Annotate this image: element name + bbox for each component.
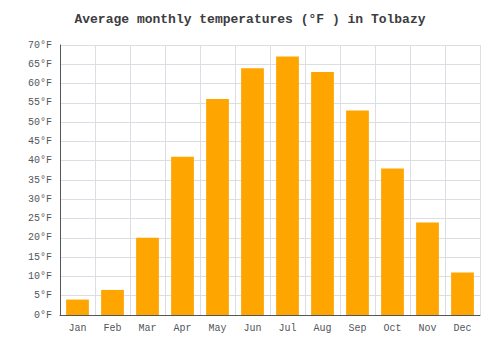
svg-text:Apr: Apr xyxy=(173,323,191,334)
svg-text:70°F: 70°F xyxy=(28,40,52,51)
svg-text:0°F: 0°F xyxy=(34,310,52,321)
svg-text:20°F: 20°F xyxy=(28,232,52,243)
svg-text:Jul: Jul xyxy=(278,323,296,334)
svg-text:May: May xyxy=(208,323,226,334)
svg-text:25°F: 25°F xyxy=(28,213,52,224)
svg-text:60°F: 60°F xyxy=(28,78,52,89)
svg-text:40°F: 40°F xyxy=(28,155,52,166)
svg-text:55°F: 55°F xyxy=(28,97,52,108)
svg-text:Mar: Mar xyxy=(138,323,156,334)
svg-text:30°F: 30°F xyxy=(28,194,52,205)
svg-text:Dec: Dec xyxy=(453,323,471,334)
svg-text:Jun: Jun xyxy=(243,323,261,334)
svg-text:50°F: 50°F xyxy=(28,117,52,128)
svg-text:Oct: Oct xyxy=(383,323,401,334)
svg-text:Aug: Aug xyxy=(313,323,331,334)
svg-text:Sep: Sep xyxy=(348,323,366,334)
svg-text:Average monthly temperatures (: Average monthly temperatures (°F ) in To… xyxy=(74,12,425,27)
svg-text:10°F: 10°F xyxy=(28,271,52,282)
svg-text:5°F: 5°F xyxy=(34,290,52,301)
svg-text:35°F: 35°F xyxy=(28,175,52,186)
svg-text:65°F: 65°F xyxy=(28,59,52,70)
svg-text:Jan: Jan xyxy=(68,323,86,334)
svg-text:15°F: 15°F xyxy=(28,252,52,263)
svg-text:Feb: Feb xyxy=(103,323,121,334)
svg-text:45°F: 45°F xyxy=(28,136,52,147)
svg-text:Nov: Nov xyxy=(418,323,436,334)
